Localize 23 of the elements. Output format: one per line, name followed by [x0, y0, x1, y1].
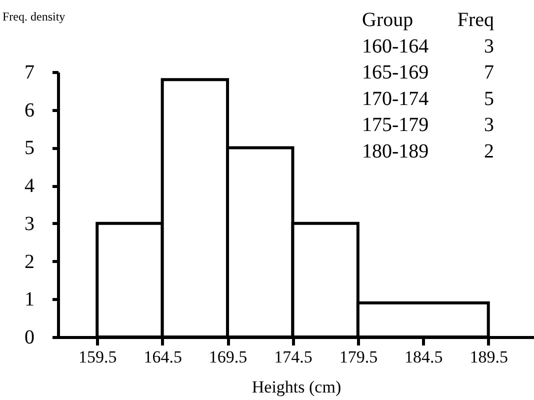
y-tick-label: 4: [24, 175, 34, 198]
text: 175-179 3: [362, 114, 494, 136]
text: 170-174 5: [362, 88, 494, 110]
x-tick-label: 189.5: [470, 348, 508, 366]
y-tick-label: 3: [24, 212, 34, 235]
x-tick-label: 179.5: [339, 348, 378, 366]
text: Group Freq: [362, 9, 494, 31]
y-tick-label: 7: [24, 62, 34, 84]
y-axis-title: Freq. density: [2, 10, 66, 24]
text: 165-169 7: [362, 62, 494, 84]
y-tick-label: 2: [24, 250, 34, 273]
x-tick-label: 169.5: [208, 348, 248, 366]
y-tick-label: 1: [24, 288, 34, 311]
text: 160-164 3: [362, 35, 494, 58]
y-tick-label: 0: [24, 326, 34, 348]
y-tick-label: 6: [24, 99, 34, 122]
x-tick-label: 159.5: [78, 348, 117, 366]
y-tick-label: 5: [24, 137, 34, 160]
x-tick-label: 184.5: [404, 348, 443, 366]
text: 180-189 2: [362, 140, 494, 162]
x-axis-title: Heights (cm): [252, 378, 342, 396]
x-tick-label: 174.5: [274, 348, 312, 366]
x-tick-label: 164.5: [144, 348, 182, 366]
